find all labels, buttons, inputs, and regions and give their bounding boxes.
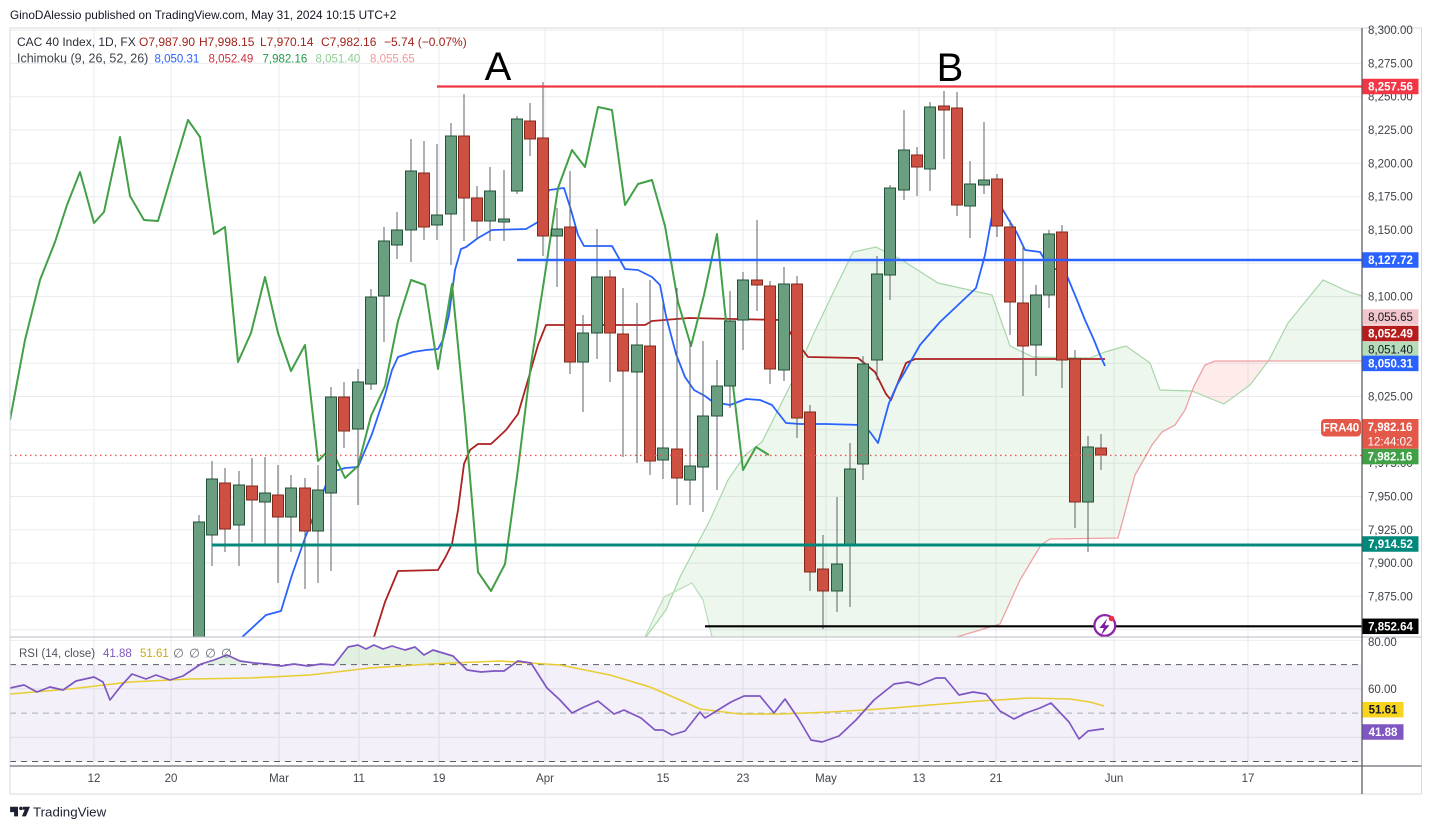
svg-text:8,275.00: 8,275.00 — [1368, 58, 1413, 70]
svg-text:21: 21 — [990, 773, 1003, 785]
svg-text:∅: ∅ — [205, 647, 216, 661]
svg-text:FRA40: FRA40 — [1323, 423, 1359, 435]
svg-text:15: 15 — [657, 773, 670, 785]
svg-text:17: 17 — [1242, 773, 1255, 785]
svg-text:8,175.00: 8,175.00 — [1368, 192, 1413, 204]
svg-text:7,852.64: 7,852.64 — [1368, 621, 1413, 633]
svg-text:A: A — [485, 45, 512, 89]
svg-text:51.61: 51.61 — [140, 648, 169, 660]
svg-text:∅: ∅ — [221, 647, 232, 661]
svg-text:12:44:02: 12:44:02 — [1368, 437, 1413, 449]
svg-text:GinoDAlessio published on Trad: GinoDAlessio published on TradingView.co… — [10, 8, 396, 22]
svg-text:7,982.16: 7,982.16 — [263, 54, 308, 66]
svg-text:23: 23 — [737, 773, 750, 785]
svg-text:RSI (14, close): RSI (14, close) — [19, 648, 95, 660]
svg-text:∅: ∅ — [189, 647, 200, 661]
svg-text:13: 13 — [913, 773, 926, 785]
svg-text:B: B — [937, 46, 964, 90]
svg-text:8,052.49: 8,052.49 — [1368, 329, 1413, 341]
svg-text:60.00: 60.00 — [1368, 684, 1397, 696]
svg-text:12: 12 — [88, 773, 101, 785]
svg-text:7,982.16: 7,982.16 — [1368, 422, 1413, 434]
svg-text:8,025.00: 8,025.00 — [1368, 392, 1413, 404]
svg-text:Apr: Apr — [536, 773, 554, 785]
svg-text:7,982.16: 7,982.16 — [1368, 451, 1413, 463]
svg-text:8,300.00: 8,300.00 — [1368, 25, 1413, 37]
svg-text:8,150.00: 8,150.00 — [1368, 225, 1413, 237]
svg-text:8,055.65: 8,055.65 — [1368, 312, 1413, 324]
svg-text:8,051.40: 8,051.40 — [1368, 345, 1413, 357]
svg-text:Ichimoku (9, 26, 52, 26): Ichimoku (9, 26, 52, 26) — [17, 52, 148, 66]
svg-text:8,257.56: 8,257.56 — [1368, 82, 1413, 94]
svg-text:O7,987.90: O7,987.90 — [139, 35, 195, 49]
svg-text:Mar: Mar — [269, 773, 289, 785]
svg-text:7,875.00: 7,875.00 — [1368, 591, 1413, 603]
svg-text:8,200.00: 8,200.00 — [1368, 158, 1413, 170]
svg-text:8,225.00: 8,225.00 — [1368, 125, 1413, 137]
svg-text:7,950.00: 7,950.00 — [1368, 492, 1413, 504]
svg-text:8,055.65: 8,055.65 — [370, 54, 415, 66]
svg-text:80.00: 80.00 — [1368, 637, 1397, 649]
svg-text:41.88: 41.88 — [1369, 727, 1398, 739]
svg-text:41.88: 41.88 — [103, 648, 132, 660]
svg-text:H7,998.15: H7,998.15 — [199, 35, 255, 49]
svg-text:May: May — [815, 773, 837, 785]
svg-text:19: 19 — [433, 773, 446, 785]
svg-text:8,050.31: 8,050.31 — [1368, 358, 1413, 370]
svg-text:8,050.31: 8,050.31 — [155, 54, 200, 66]
svg-text:11: 11 — [353, 773, 365, 785]
svg-text:Jun: Jun — [1105, 773, 1124, 785]
svg-text:20: 20 — [165, 773, 178, 785]
svg-text:7,925.00: 7,925.00 — [1368, 525, 1413, 537]
svg-text:8,100.00: 8,100.00 — [1368, 292, 1413, 304]
svg-text:L7,970.14: L7,970.14 — [260, 35, 314, 49]
svg-text:CAC 40 Index, 1D, FX: CAC 40 Index, 1D, FX — [17, 35, 136, 49]
svg-text:8,051.40: 8,051.40 — [316, 54, 361, 66]
svg-text:7,900.00: 7,900.00 — [1368, 558, 1413, 570]
svg-text:−5.74 (−0.07%): −5.74 (−0.07%) — [384, 35, 467, 49]
svg-text:8,052.49: 8,052.49 — [209, 54, 254, 66]
svg-text:TradingView: TradingView — [33, 805, 107, 820]
svg-text:7,914.52: 7,914.52 — [1368, 539, 1413, 551]
svg-text:8,127.72: 8,127.72 — [1368, 255, 1413, 267]
svg-text:51.61: 51.61 — [1369, 705, 1398, 717]
svg-text:∅: ∅ — [173, 647, 184, 661]
svg-text:8,250.00: 8,250.00 — [1368, 92, 1413, 104]
svg-text:C7,982.16: C7,982.16 — [321, 35, 377, 49]
